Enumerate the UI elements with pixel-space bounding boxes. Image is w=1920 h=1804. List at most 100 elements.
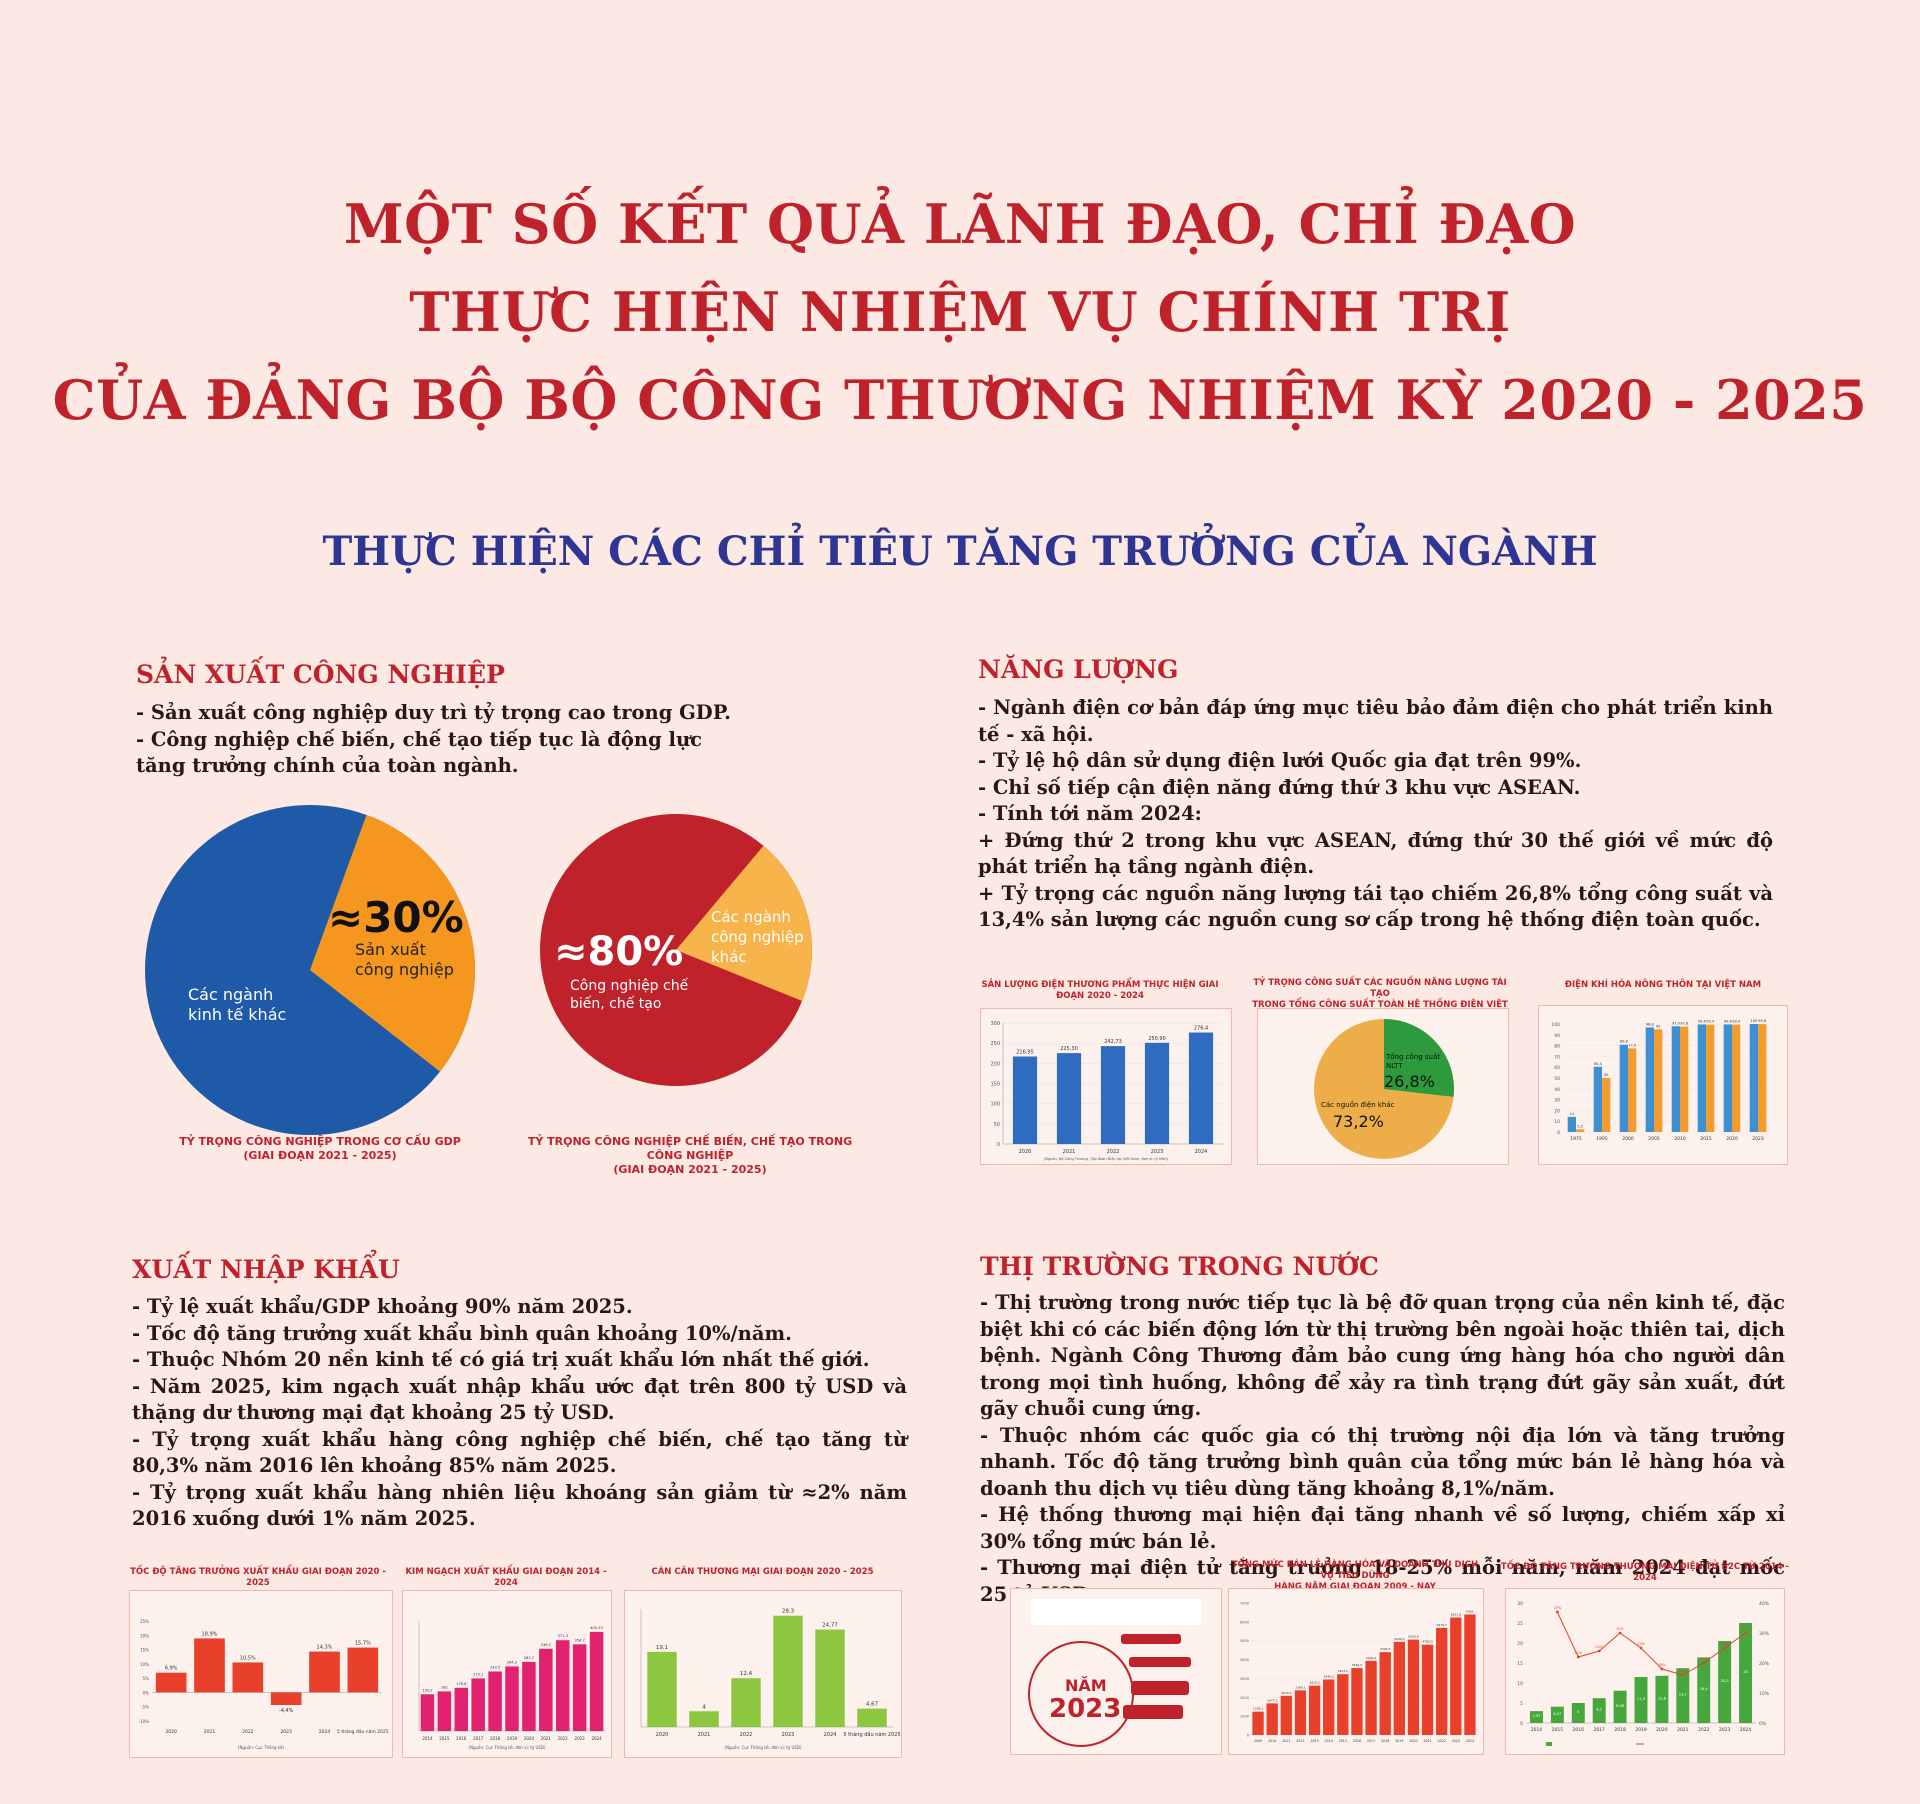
bar (1613, 1690, 1627, 1723)
pie1-other-label-1: Các ngành (188, 985, 273, 1004)
title-line-2: THỰC HIỆN NHIỆM VỤ CHÍNH TRỊ (409, 280, 1511, 344)
x-tick-label: 2020 (1726, 1136, 1738, 1142)
industry-line-1: - Sản xuất công nghiệp duy trì tỷ trọng … (136, 701, 731, 724)
y-tick-label: 25% (140, 1619, 149, 1624)
bar (1567, 1116, 1576, 1132)
bar (1593, 1066, 1602, 1132)
bar (1758, 1024, 1767, 1132)
bar-value-label: 6391 (1466, 1609, 1474, 1613)
bar (589, 1631, 604, 1731)
y-tick-label: 15 (1517, 1661, 1523, 1667)
trade-balance-chart: 19,1 2020 4 2021 12,4 2022 28,3 2023 24,77 2024 4,… (640, 1609, 901, 1750)
chart-source: (Nguồn: Cục Thống kê, đơn vị: tỷ USD) (724, 1745, 802, 1750)
bar-value-label: 20,5 (1721, 1679, 1729, 1683)
bar-value-label: 3546,3 (1352, 1663, 1363, 1667)
bar-value-label: 11,5 (1637, 1697, 1645, 1701)
bar (1602, 1078, 1611, 1132)
info-pill-2 (1129, 1657, 1191, 1667)
y-tick-label: 2000 (1240, 1696, 1249, 1700)
bar-value-label: 5679,7 (1436, 1623, 1447, 1627)
x-tick-label: 2000 (1622, 1136, 1634, 1142)
info-note-box (1031, 1599, 1201, 1625)
x-tick-label: 5 tháng đầu năm 2025 (337, 1727, 389, 1735)
retail-sales-chart: 0 1000 2000 3000 4000 5000 6000 7000 1238,1 2009 1… (1240, 1602, 1477, 1743)
industry-line-2: - Công nghiệp chế biến, chế tạo tiếp tục… (136, 727, 702, 778)
x-tick-label: 2009 (1254, 1739, 1262, 1743)
line-value-label: 24% (1595, 1645, 1603, 1649)
bar (1723, 1024, 1732, 1132)
year-label: NĂM (1065, 1676, 1107, 1695)
line-point (1576, 1655, 1580, 1659)
bar (1308, 1685, 1321, 1735)
y-tick-label: 15% (140, 1648, 149, 1653)
bar-value-label: 50 (1604, 1073, 1608, 1077)
y-tick-label: 90 (1554, 1033, 1560, 1039)
bar (1379, 1652, 1391, 1735)
bar-value-label: 8,06 (1616, 1704, 1625, 1708)
rural-electrification-chart: 0 10 20 30 40 50 60 70 80 90 100 14 2,5 1975 60,4 50 199… (1551, 1019, 1771, 1142)
bar (270, 1692, 302, 1705)
bar (1252, 1711, 1264, 1735)
x-tick-label: 2017 (1593, 1727, 1605, 1733)
bar-value-label: 14,3% (317, 1645, 333, 1651)
chart-source: (Nguồn: Cục Thống kê) (238, 1745, 284, 1750)
bar-value-label: 4940,4 (1394, 1637, 1405, 1641)
bar (1056, 1053, 1082, 1144)
y-tick-label: 60 (1554, 1065, 1560, 1071)
trade-line-2: - Tốc độ tăng trưởng xuất khẩu bình quân… (132, 1321, 792, 1345)
line-point (1555, 1610, 1559, 1614)
bar-value-label: 216,95 (1016, 1049, 1034, 1055)
bar (1571, 1703, 1585, 1723)
bar (1680, 1026, 1689, 1132)
year-value: 2023 (1049, 1694, 1121, 1724)
x-tick-label: 2014 (1531, 1727, 1543, 1733)
x-tick-label: 2022 (242, 1729, 254, 1735)
y-tick-label: 50 (994, 1122, 1000, 1128)
export-growth-chart: -10% -5% 0% 5% 10% 15% 20% 25% 6,9% 2020 18,9% 2021… (139, 1619, 389, 1750)
legend-swatch-bar (1546, 1742, 1552, 1746)
y-tick-label: 4000 (1240, 1658, 1249, 1662)
domestic-text: - Thị trường trong nước tiếp tục là bệ đ… (980, 1290, 1785, 1608)
bar-value-label: 6231,8 (1451, 1612, 1462, 1616)
bar (572, 1644, 587, 1731)
x-tick-label: 1975 (1570, 1136, 1582, 1142)
bar-value-label: 24,77 (822, 1623, 838, 1629)
bar-value-label: 99,6 (1724, 1019, 1732, 1023)
domestic-chart3-title: TỐC ĐỘ TĂNG TRƯỞNG THƯƠNG MẠI ĐIỆN TỬ B2… (1500, 1562, 1790, 1583)
bar-value-label: 28,3 (782, 1609, 795, 1615)
bar (1654, 1029, 1663, 1132)
bar (488, 1671, 502, 1731)
y-tick-label: 150 (990, 1082, 1000, 1088)
x-tick-label: 2023 (782, 1732, 795, 1738)
y-tick-label: -10% (139, 1719, 150, 1724)
title-line-3: CỦA ĐẢNG BỘ BỘ CÔNG THƯƠNG NHIỆM KỲ 2020… (52, 368, 1868, 432)
bar-value-label: 2615,2 (1309, 1681, 1320, 1685)
x-tick-label: 2023 (1452, 1739, 1460, 1743)
domestic-line-1: - Thị trường trong nước tiếp tục là bệ đ… (980, 1291, 1785, 1420)
bar-value-label: 96,8 (1646, 1022, 1654, 1026)
x-tick-label: 2023 (280, 1729, 292, 1735)
line-point (1681, 1673, 1685, 1677)
y-tick-label: 50 (1554, 1076, 1560, 1082)
y-tick-label: 30 (1517, 1601, 1523, 1607)
bar-value-label: 97,6 (1680, 1022, 1688, 1026)
pie2-other-label-2: công nghiệp (711, 928, 804, 946)
pie1-other-label-2: kinh tế khác (188, 1005, 286, 1024)
y-tick-label: 5 (1520, 1701, 1523, 1707)
bar (773, 1615, 803, 1727)
bar-value-label: 4,07 (1553, 1712, 1561, 1716)
pie2-slice-label-1: Công nghiệp chế (570, 977, 689, 994)
energy-line-6: + Tỷ trọng các nguồn năng lượng tái tạo … (978, 881, 1773, 932)
bar-value-label: -4,4% (279, 1708, 294, 1714)
manufacturing-pie: ≈80% Công nghiệp chế biến, chế tạo Các n… (540, 814, 812, 1086)
domestic-chart3-box: 0 5 10 15 20 25 30 0% 10% 20% 30% 40% 2,97 2014 4,07 20… (1505, 1588, 1785, 1755)
bar (1749, 1024, 1758, 1132)
bar-value-label: 80,8 (1620, 1040, 1628, 1044)
x-tick-label: 1995 (1596, 1136, 1608, 1142)
x-tick-label: 2019 (507, 1736, 518, 1741)
bar (194, 1638, 225, 1693)
y-tick-label: 30 (1554, 1098, 1560, 1104)
energy-chart1-box: 0 50 100 150 200 250 300 216,95 2020 225,30 2021 24… (980, 1008, 1232, 1165)
domestic-chart2-title: TỔNG MỨC BÁN LẺ HÀNG HÓA VÀ DOANH THU DỊ… (1225, 1560, 1485, 1593)
pie2-caption-2: (GIAI ĐOẠN 2021 - 2025) (613, 1163, 767, 1176)
